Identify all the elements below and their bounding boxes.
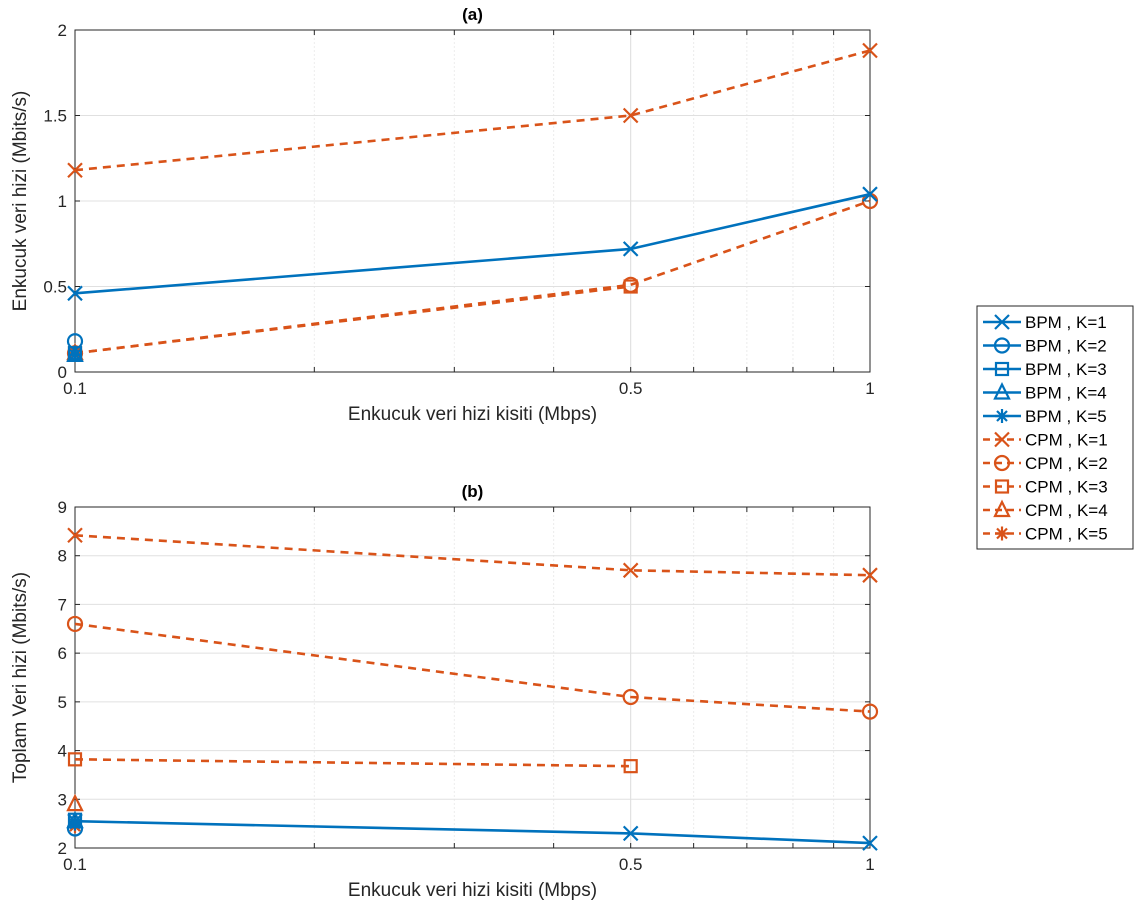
legend-entry: CPM , K=1: [983, 431, 1108, 450]
y-tick-label: 0.5: [43, 278, 67, 297]
y-axis-label: Toplam Veri hizi (Mbits/s): [10, 572, 31, 783]
data-point: [68, 347, 82, 362]
y-tick-label: 6: [58, 644, 67, 663]
legend-label: BPM , K=4: [1025, 384, 1107, 403]
legend-entry: BPM , K=4: [983, 382, 1107, 403]
data-point: [862, 835, 878, 851]
legend-entry: CPM , K=3: [983, 478, 1108, 497]
series-cpm-k-2: [66, 615, 879, 720]
legend-label: BPM , K=3: [1025, 360, 1107, 379]
legend-entry: CPM , K=5: [983, 525, 1108, 544]
data-point: [67, 162, 83, 178]
series-cpm-k-4: [66, 793, 84, 812]
data-point: [622, 241, 639, 257]
legend-entry: BPM , K=5: [983, 407, 1107, 426]
series-line: [74, 285, 631, 355]
x-tick-label: 1: [865, 855, 874, 874]
y-tick-label: 2: [58, 839, 67, 858]
legend-marker: [994, 431, 1010, 448]
x-tick-label: 0.5: [619, 379, 643, 398]
data-point: [67, 752, 83, 767]
x-axis-label: Enkucuk veri hizi kisiti (Mbps): [348, 880, 597, 901]
series-line: [74, 758, 631, 768]
legend-marker: [994, 361, 1010, 377]
data-point: [68, 816, 82, 831]
y-tick-label: 7: [58, 595, 67, 614]
legend-marker: [994, 314, 1010, 330]
data-point: [622, 562, 639, 579]
data-point: [622, 688, 639, 706]
legend-marker: [995, 526, 1009, 541]
axes-box: [74, 506, 871, 849]
data-point: [622, 107, 639, 124]
y-tick-label: 4: [58, 742, 67, 761]
legend-entry: BPM , K=2: [983, 337, 1107, 356]
plot-area: [75, 507, 870, 848]
y-tick-label: 9: [58, 498, 67, 517]
data-point: [67, 285, 83, 302]
series-bpm-k-1: [67, 186, 878, 302]
x-tick-label: 0.5: [619, 855, 643, 874]
data-point: [862, 42, 878, 59]
legend-marker: [993, 454, 1011, 472]
legend-entry: BPM , K=1: [983, 313, 1107, 332]
x-tick-label: 1: [865, 379, 874, 398]
series-cpm-k-3: [67, 752, 638, 774]
legend-marker: [993, 499, 1011, 518]
legend-entry: BPM , K=3: [983, 360, 1107, 379]
data-point: [622, 825, 639, 842]
data-point: [862, 567, 878, 583]
y-tick-label: 8: [58, 547, 67, 566]
data-point: [862, 186, 878, 202]
series-cpm-k-1: [67, 42, 878, 178]
y-tick-label: 1: [58, 192, 67, 211]
data-point: [66, 615, 84, 633]
panel-b: 0.1 0.5 1 2 3 4 5 6 7 8 9 (b) Enkucuk veri hizi kisi…: [10, 482, 879, 901]
panel-a: 0.1 0.5 1 0 0.5 1 1.5 2 (a) Enkucuk veri hizi kis…: [10, 5, 879, 425]
legend-marker: [995, 409, 1009, 423]
panel-title: (b): [462, 482, 484, 501]
y-tick-label: 1.5: [43, 107, 67, 126]
legend-label: CPM , K=2: [1025, 454, 1108, 473]
y-axis-label: Enkucuk veri hizi (Mbits/s): [10, 91, 31, 312]
data-point: [623, 759, 638, 774]
y-tick-label: 2: [58, 21, 67, 40]
series-cpm-k-1: [67, 527, 878, 583]
x-tick-label: 0.1: [63, 855, 87, 874]
data-point: [67, 527, 83, 544]
series-line: [74, 622, 871, 713]
legend-label: CPM , K=3: [1025, 478, 1108, 497]
data-point: [66, 793, 84, 812]
legend-label: BPM , K=2: [1025, 337, 1107, 356]
legend-marker: [994, 479, 1010, 494]
y-tick-label: 0: [58, 363, 67, 382]
series-line: [74, 534, 871, 577]
legend-label: CPM , K=1: [1025, 431, 1108, 450]
legend: BPM , K=1 BPM , K=2 BPM , K=3 BPM , K=4 BPM …: [976, 305, 1134, 550]
series-bpm-k-5: [68, 816, 82, 831]
data-point: [623, 279, 638, 294]
series-bpm-k-5: [68, 347, 82, 362]
legend-entry: CPM , K=4: [983, 499, 1108, 520]
legend-label: CPM , K=4: [1025, 501, 1108, 520]
legend-marker: [993, 337, 1011, 354]
x-tick-label: 0.1: [63, 379, 87, 398]
legend-label: CPM , K=5: [1025, 525, 1108, 544]
x-axis-label: Enkucuk veri hizi kisiti (Mbps): [348, 404, 597, 425]
legend-marker: [993, 382, 1011, 400]
series-line: [74, 49, 871, 172]
legend-entry: CPM , K=2: [983, 454, 1108, 473]
y-tick-label: 5: [58, 693, 67, 712]
y-tick-label: 3: [58, 790, 67, 809]
data-point: [861, 703, 879, 720]
panel-title: (a): [462, 5, 483, 24]
legend-label: BPM , K=1: [1025, 313, 1107, 332]
legend-label: BPM , K=5: [1025, 407, 1107, 426]
